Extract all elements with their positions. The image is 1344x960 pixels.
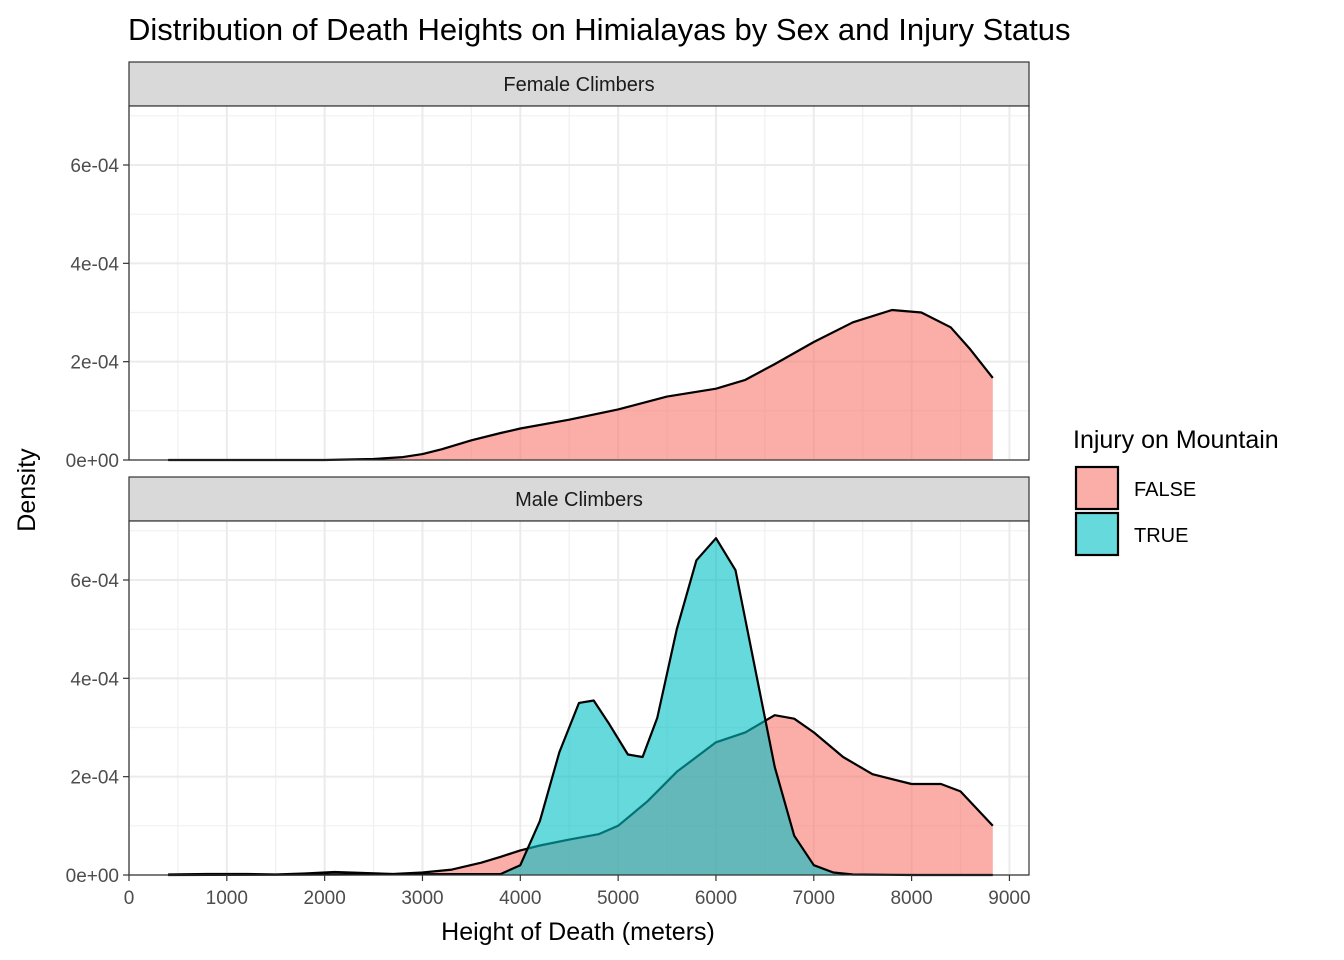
x-tick-label: 5000: [597, 888, 639, 909]
density-area-false: [168, 310, 993, 460]
legend-key: [1074, 465, 1120, 511]
x-tick-label: 6000: [695, 888, 737, 909]
legend-key: [1074, 511, 1120, 557]
facet-strip-label: Female Climbers: [503, 74, 654, 96]
x-tick-label: 7000: [793, 888, 835, 909]
y-tick-label: 2e-04: [70, 353, 119, 374]
x-tick-label: 2000: [304, 888, 346, 909]
legend-title: Injury on Mountain: [1073, 426, 1279, 454]
panel-border: [128, 520, 1030, 876]
panel-border: [128, 105, 1030, 461]
y-axis-title: Density: [13, 448, 41, 532]
y-tick-label: 0e+00: [66, 451, 119, 472]
x-tick-label: 1000: [206, 888, 248, 909]
facet-panel: Male Climbers 0e+00 2e-04 4e-04 6e-04 0 1000 20…: [66, 476, 1031, 909]
legend-entries: FALSE TRUE: [1074, 465, 1196, 557]
legend-item-true: TRUE: [1074, 511, 1188, 557]
y-tick-label: 0e+00: [66, 866, 119, 887]
density-line-true: [168, 537, 993, 877]
facet-strip-label: Male Climbers: [515, 489, 643, 511]
legend-label: TRUE: [1134, 525, 1188, 547]
y-tick-label: 4e-04: [70, 254, 119, 275]
y-tick-label: 6e-04: [70, 156, 119, 177]
chart-title: Distribution of Death Heights on Himiala…: [128, 12, 1071, 47]
legend-item-false: FALSE: [1074, 465, 1196, 511]
x-axis-title: Height of Death (meters): [441, 918, 715, 946]
y-tick-label: 6e-04: [70, 571, 119, 592]
legend: Injury on Mountain FALSE TRUE: [1073, 426, 1279, 557]
x-tick-label: 4000: [499, 888, 541, 909]
y-tick-label: 2e-04: [70, 768, 119, 789]
legend-label: FALSE: [1134, 479, 1196, 501]
y-tick-label: 4e-04: [70, 669, 119, 690]
facet-strip: [128, 476, 1030, 522]
x-tick-label: 0: [124, 888, 135, 909]
facet-strip: [128, 61, 1030, 107]
density-line-false: [168, 308, 994, 462]
facet-panel: Female Climbers 0e+00 2e-04 4e-04 6e-04: [66, 61, 1030, 472]
x-tick-label: 3000: [401, 888, 443, 909]
facet-panels: Female Climbers0e+002e-044e-046e-04Male …: [66, 61, 1031, 909]
density-area-true: [168, 538, 993, 875]
x-tick-label: 9000: [988, 888, 1030, 909]
x-tick-label: 8000: [890, 888, 932, 909]
